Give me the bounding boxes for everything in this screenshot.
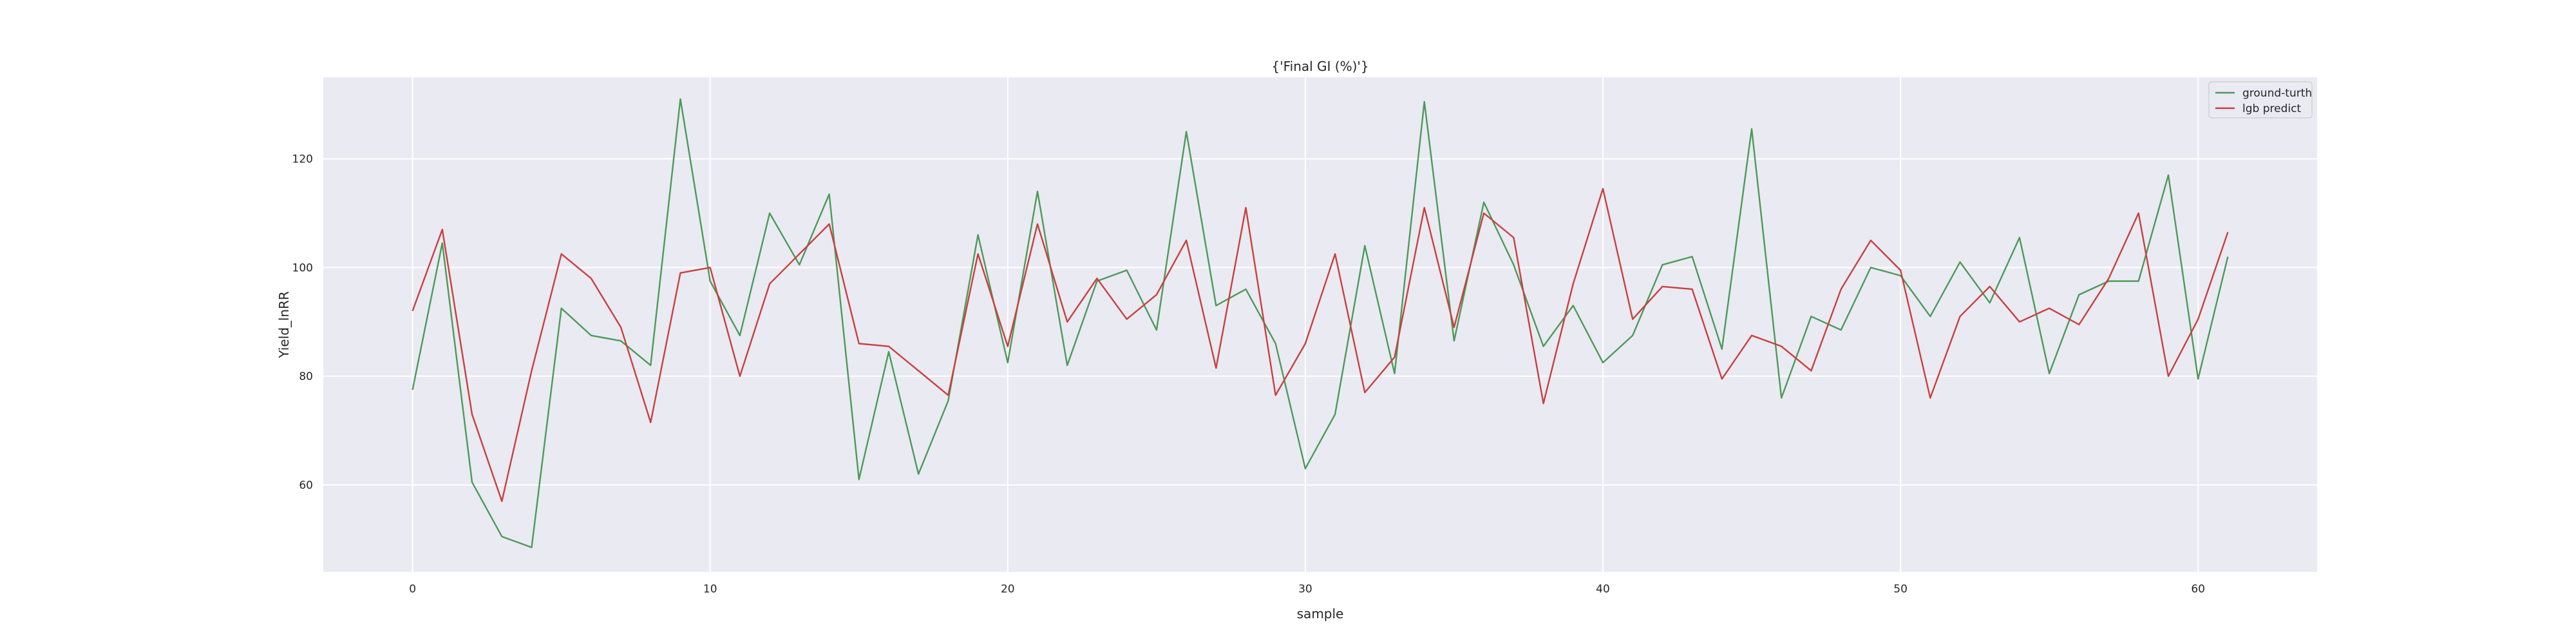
x-tick-label: 60 — [2191, 583, 2205, 596]
legend-entry-label: ground-turth — [2242, 87, 2312, 100]
x-axis-label: sample — [1297, 606, 1344, 621]
y-axis-label: Yield_lnRR — [276, 291, 292, 359]
x-tick-label: 50 — [1893, 583, 1908, 596]
chart-title: {'Final GI (%)'} — [1271, 59, 1368, 74]
y-tick-label: 80 — [299, 370, 313, 383]
legend: ground-turth lgb predict — [2208, 81, 2313, 118]
y-tick-label: 60 — [299, 479, 313, 492]
x-tick-label: 20 — [1001, 583, 1015, 596]
x-tick-label: 40 — [1596, 583, 1610, 596]
y-tick-label: 100 — [292, 261, 313, 274]
legend-entry-label: lgb predict — [2242, 102, 2301, 115]
series-line-lgb-predict — [412, 187, 2229, 502]
y-tick-label: 120 — [292, 153, 313, 166]
series-lines — [412, 98, 2229, 549]
series-line-ground-truth — [412, 98, 2229, 549]
x-tick-label: 0 — [409, 583, 416, 596]
x-tick-label: 10 — [703, 583, 717, 596]
plot-area — [323, 77, 2317, 572]
x-axis-ticks: 0 10 20 30 40 50 60 — [409, 583, 2205, 596]
x-tick-label: 30 — [1298, 583, 1312, 596]
grid-lines — [323, 77, 2317, 572]
y-axis-ticks: 60 80 100 120 — [292, 153, 313, 492]
